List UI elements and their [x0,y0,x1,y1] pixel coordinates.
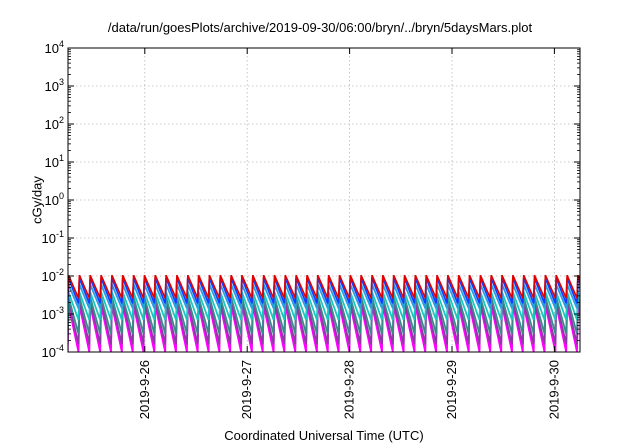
x-tick-label: 2019-9-27 [239,360,254,419]
x-tick-label: 2019-9-28 [342,360,357,419]
x-tick-label: 2019-9-30 [546,360,561,419]
series-group [68,274,580,352]
y-tick-label: 10-4 [42,343,64,360]
y-tick-label: 10-2 [42,267,64,284]
y-tick-label: 103 [45,77,64,94]
y-tick-label: 101 [45,153,64,170]
y-tick-label: 100 [45,191,64,208]
x-tick-label: 2019-9-26 [137,360,152,419]
y-tick-label: 10-1 [42,229,64,246]
y-tick-label: 10-3 [42,305,64,322]
y-tick-label: 104 [45,39,64,56]
y-tick-label: 102 [45,115,64,132]
axis-ticks: 10-4 10-3 10-2 10-1 100 101 102 103 104 2019-9-26… [42,39,580,419]
x-axis-label: Coordinated Universal Time (UTC) [224,428,424,443]
chart-title: /data/run/goesPlots/archive/2019-09-30/0… [107,20,533,35]
x-tick-label: 2019-9-29 [444,360,459,419]
series-line [68,274,580,299]
